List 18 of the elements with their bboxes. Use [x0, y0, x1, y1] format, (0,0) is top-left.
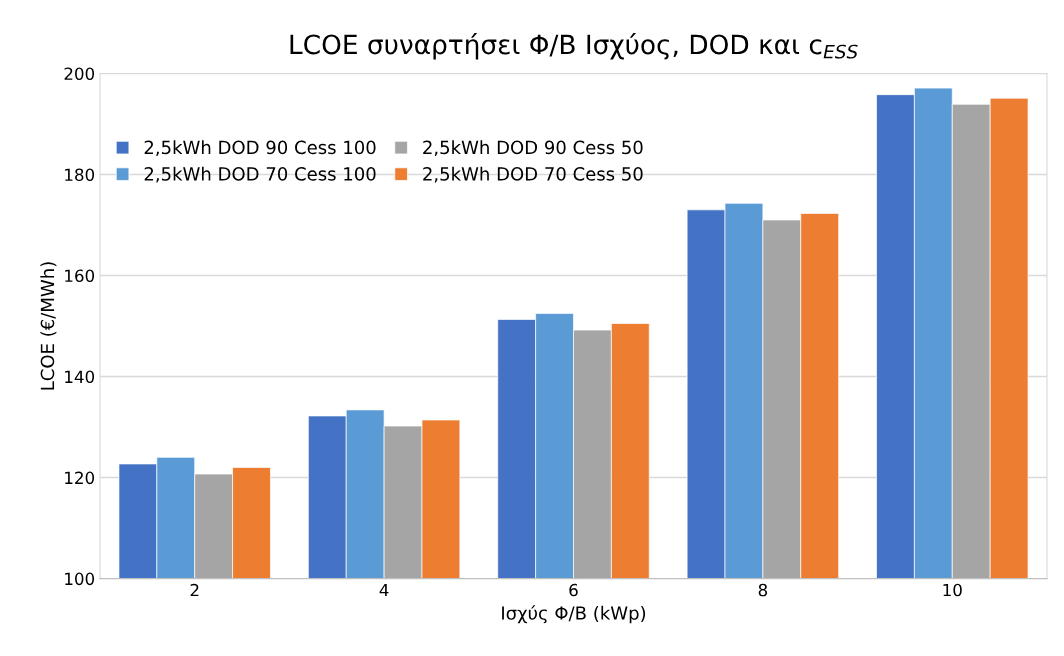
x-tick-label: 8 [758, 583, 768, 597]
x-tick-label: 6 [569, 583, 578, 597]
y-tick-label: 200 [64, 67, 95, 81]
legend-label: 2,5kWh DOD 70 Cess 100 [144, 166, 376, 183]
y-tick-label: 180 [65, 168, 95, 182]
y-axis-title: LCOE (€/MWh) [40, 262, 57, 390]
y-tick-label: 120 [65, 471, 95, 485]
y-tick-label: 140 [65, 370, 95, 384]
legend-label: 2,5kWh DOD 90 Cess 100 [144, 140, 376, 157]
x-axis-title: Ισχύς Φ/Β (kWp) [502, 605, 646, 624]
y-tick-label: 100 [65, 572, 95, 586]
x-tick-label: 10 [943, 583, 962, 597]
x-tick-label: 2 [190, 583, 199, 597]
legend-label: 2,5kWh DOD 90 Cess 50 [423, 140, 643, 157]
legend-label: 2,5kWh DOD 70 Cess 50 [423, 166, 643, 183]
x-tick-label: 4 [379, 583, 389, 597]
y-tick-label: 160 [65, 269, 95, 283]
chart-title: LCOE συναρτήσει Φ/Β Ισχύος, DOD και c$_{ESS}$ [290, 32, 858, 60]
